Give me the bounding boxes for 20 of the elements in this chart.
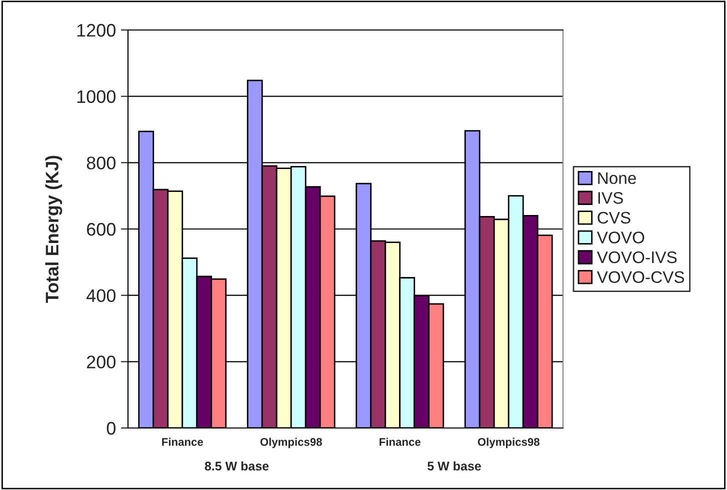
y-tick-label: 200: [86, 356, 116, 368]
legend-label: IVS: [598, 192, 623, 204]
y-axis-title: Total Energy (KJ): [45, 156, 62, 303]
x-tick-label: Finance: [162, 438, 203, 446]
y-tick-label: 0: [106, 422, 116, 435]
legend-label: CVS: [598, 212, 630, 224]
legend-label: VOVO-CVS: [596, 271, 684, 283]
x-tick-label: Olympics98: [478, 438, 540, 448]
legend-label: VOVO-IVS: [596, 251, 677, 264]
y-tick-label: 1000: [77, 90, 116, 104]
x-tick-label: Olympics98: [260, 438, 322, 448]
y-tick-label: 800: [86, 156, 116, 170]
text: 8.5 W base: [204, 461, 269, 471]
legend-label: None: [598, 172, 636, 184]
text: 5 W base: [428, 461, 481, 471]
y-tick-label: 600: [86, 222, 116, 236]
y-tick-label: 1200: [77, 24, 116, 37]
y-tick-label: 400: [86, 289, 116, 302]
legend-label: VOVO: [596, 232, 644, 244]
x-tick-label: Finance: [380, 438, 420, 446]
